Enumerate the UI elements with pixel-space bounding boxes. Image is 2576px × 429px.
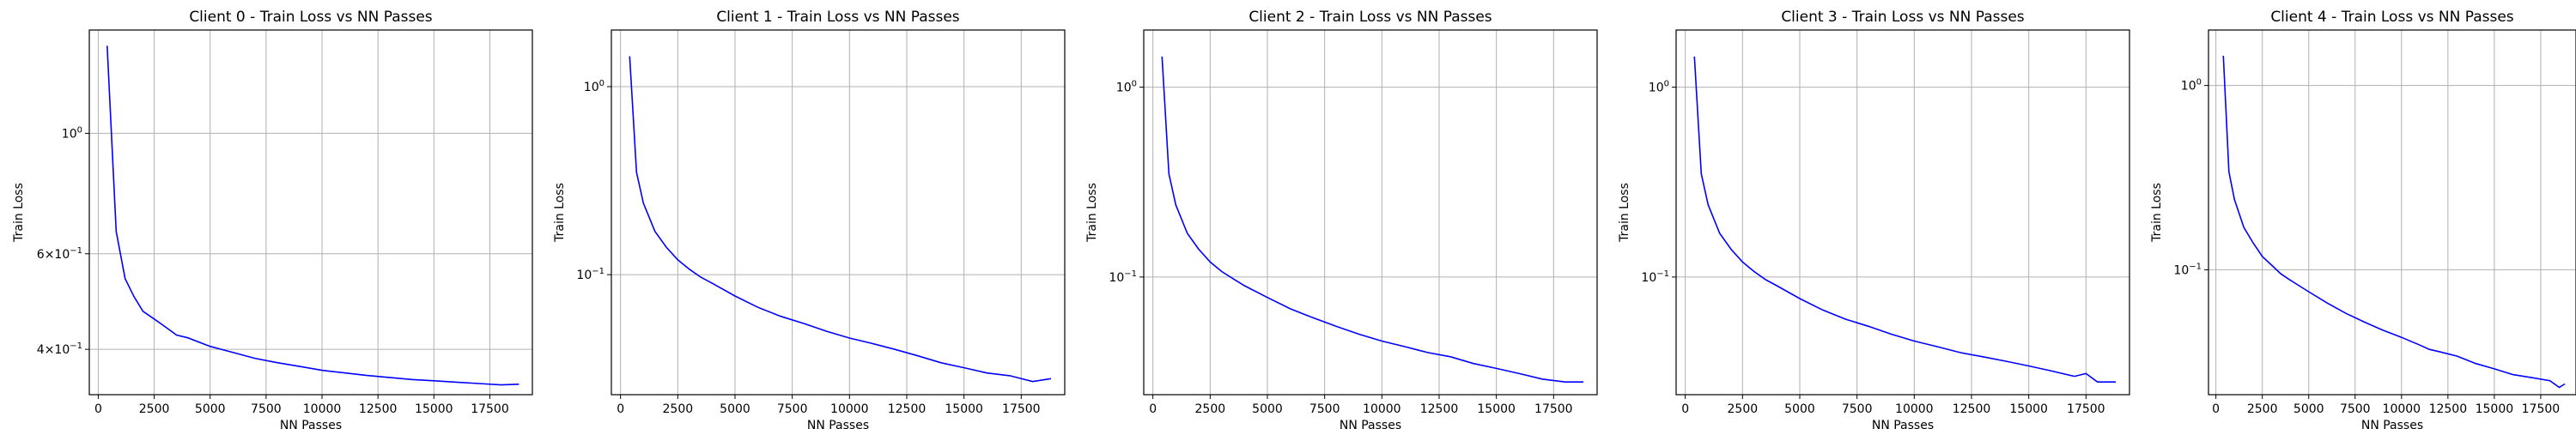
x-tick-label: 0	[1681, 402, 1689, 416]
x-tick-label: 10000	[1363, 402, 1401, 416]
subplot-client-3: 0 2500 5000 7500 10000 12500 15000 17500 100 10−1…	[1618, 9, 2130, 429]
train-loss-line	[2222, 55, 2566, 389]
x-tick-label: 17500	[2067, 402, 2105, 416]
y-tick-label: 100	[584, 79, 605, 94]
x-tick-label: 17500	[471, 402, 509, 416]
x-tick-label: 12500	[359, 402, 398, 416]
x-tick-label: 5000	[1784, 402, 1815, 416]
x-tick-label: 2500	[139, 402, 170, 416]
x-tick-label: 10000	[303, 402, 342, 416]
train-loss-line	[1693, 56, 2116, 384]
x-tick-label: 12500	[1953, 402, 1991, 416]
x-tick-label: 15000	[2476, 402, 2514, 416]
chart-title: Client 2 - Train Loss vs NN Passes	[1249, 9, 1492, 26]
x-tick-label: 17500	[2522, 402, 2561, 416]
x-tick-label: 7500	[2340, 402, 2371, 416]
x-axis-label: NN Passes	[1340, 419, 1401, 429]
x-tick-label: 2500	[663, 402, 694, 416]
x-tick-label: 2500	[1195, 402, 1226, 416]
x-tick-label: 7500	[251, 402, 282, 416]
x-tick-label: 15000	[2009, 402, 2048, 416]
x-axis-label: NN Passes	[807, 419, 869, 429]
x-tick-label: 7500	[1842, 402, 1873, 416]
chart-title: Client 0 - Train Loss vs NN Passes	[189, 9, 432, 26]
y-tick-label: 10−1	[2173, 262, 2202, 277]
subplot-client-4: 0 2500 5000 7500 10000 12500 15000 17500 100 10−1…	[2150, 9, 2576, 429]
x-tick-label: 2500	[1728, 402, 1759, 416]
axes-frame	[2208, 29, 2576, 396]
y-tick-label: 100	[2181, 78, 2202, 94]
x-tick-label: 10000	[830, 402, 869, 416]
x-tick-label: 0	[1149, 402, 1157, 416]
x-tick-label: 0	[2212, 402, 2220, 416]
x-tick-label: 15000	[1477, 402, 1516, 416]
x-axis-label: NN Passes	[2361, 419, 2423, 429]
axes-frame	[1675, 29, 2130, 396]
x-tick-label: 15000	[415, 402, 453, 416]
y-tick-label: 10−1	[576, 267, 605, 282]
x-tick-label: 2500	[2247, 402, 2278, 416]
y-tick-label: 100	[1116, 80, 1137, 95]
train-loss-line	[1161, 56, 1583, 384]
y-tick-label: 10−1	[1109, 269, 1137, 285]
x-axis-label: NN Passes	[1872, 419, 1934, 429]
y-tick-label: 4×10−1	[37, 341, 82, 357]
x-tick-label: 15000	[945, 402, 983, 416]
x-tick-label: 5000	[195, 402, 226, 416]
chart-title: Client 3 - Train Loss vs NN Passes	[1781, 9, 2024, 26]
y-tick-label: 6×10−1	[37, 246, 82, 262]
x-tick-label: 5000	[1252, 402, 1283, 416]
subplot-client-1: 0 2500 5000 7500 10000 12500 15000 17500 100 10−1…	[553, 9, 1066, 429]
subplot-client-2: 0 2500 5000 7500 10000 12500 15000 17500 100 10−1…	[1085, 9, 1598, 429]
axes-frame	[88, 29, 533, 396]
axes-frame	[611, 29, 1066, 396]
x-tick-label: 12500	[1420, 402, 1459, 416]
x-tick-label: 0	[94, 402, 102, 416]
y-axis-label: Train Loss	[1618, 183, 1631, 243]
x-tick-label: 10000	[2383, 402, 2421, 416]
y-axis-label: Train Loss	[1085, 183, 1099, 243]
x-tick-label: 17500	[1534, 402, 1573, 416]
x-tick-label: 12500	[2429, 402, 2468, 416]
y-axis-label: Train Loss	[2150, 183, 2164, 243]
x-axis-label: NN Passes	[280, 419, 342, 429]
chart-title: Client 4 - Train Loss vs NN Passes	[2270, 9, 2513, 26]
x-tick-label: 17500	[1002, 402, 1041, 416]
x-tick-label: 7500	[1309, 402, 1340, 416]
x-tick-label: 0	[617, 402, 624, 416]
x-tick-label: 5000	[2293, 402, 2324, 416]
axes-frame	[1143, 29, 1598, 396]
x-tick-label: 7500	[777, 402, 808, 416]
subplot-client-0: 0 2500 5000 7500 10000 12500 15000 17500 100 6×10…	[12, 9, 533, 429]
x-tick-label: 5000	[720, 402, 750, 416]
x-tick-label: 12500	[888, 402, 927, 416]
train-loss-line	[106, 45, 519, 386]
y-tick-label: 10−1	[1641, 269, 1669, 285]
y-tick-label: 100	[62, 125, 82, 141]
y-axis-label: Train Loss	[553, 183, 567, 243]
x-tick-label: 10000	[1895, 402, 1934, 416]
y-tick-label: 100	[1649, 80, 1669, 95]
chart-title: Client 1 - Train Loss vs NN Passes	[716, 9, 959, 26]
y-axis-label: Train Loss	[12, 183, 26, 243]
train-loss-line	[629, 56, 1052, 383]
